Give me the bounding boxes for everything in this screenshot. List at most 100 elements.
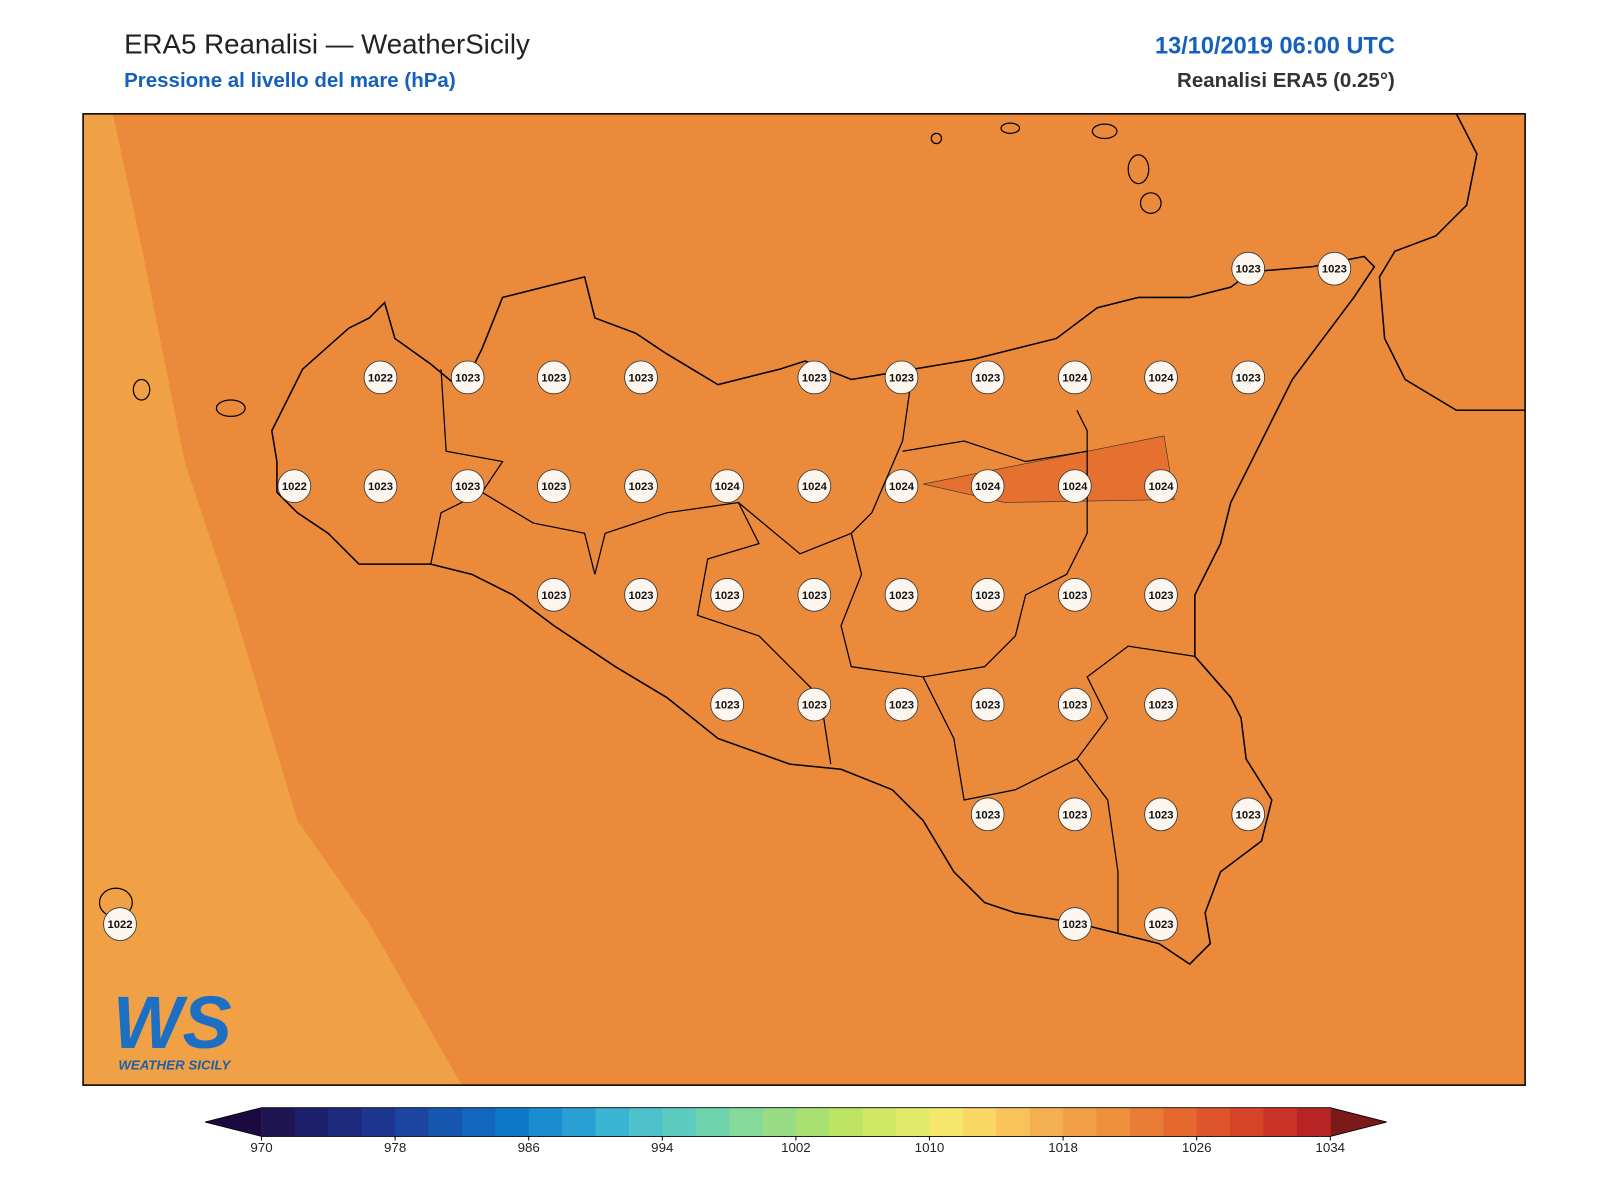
label-bubble [970, 469, 1005, 503]
colorbar-cell [896, 1107, 930, 1137]
calabria-coast [1378, 113, 1526, 412]
pressure-label: 1023 [975, 372, 1000, 384]
label-bubble [1058, 578, 1092, 612]
pressure-label: 1023 [802, 372, 827, 384]
label-bubble [277, 469, 312, 503]
label-bubble [1058, 687, 1092, 722]
pressure-label: 1023 [975, 700, 1000, 712]
colorbar-tick-label: 994 [651, 1140, 674, 1155]
label-bubble [624, 360, 658, 395]
pressure-label: 1023 [541, 372, 566, 384]
pressure-labels: 1023 1023 1022 1023 1023 1023 1023 1023 1023 1024… [103, 251, 1352, 941]
label-bubble [710, 469, 744, 503]
label-bubble [537, 360, 571, 395]
colorbar-cell [261, 1107, 296, 1137]
colorbar-tick-label: 1002 [781, 1140, 811, 1155]
label-bubble [1058, 797, 1092, 832]
pressure-label: 1023 [889, 372, 914, 384]
label-bubble [797, 360, 832, 395]
label-bubble [1058, 469, 1092, 503]
pressure-label: 1023 [975, 809, 1000, 821]
label-bubble [797, 687, 832, 722]
label-bubble [710, 687, 744, 722]
pressure-label: 1023 [1236, 809, 1261, 821]
label-bubble [363, 469, 398, 503]
pressure-label: 1024 [1148, 481, 1174, 493]
colorbar-cell [495, 1107, 530, 1137]
colorbar-cell [461, 1107, 496, 1137]
colorbar-cell [1230, 1107, 1264, 1137]
map-frame [82, 113, 1526, 1086]
label-bubble [1144, 360, 1178, 395]
label-bubble [624, 578, 658, 612]
pressure-label: 1022 [107, 919, 132, 931]
pressure-label: 1023 [1062, 700, 1087, 712]
pressure-label: 1024 [1062, 481, 1088, 493]
pressure-label: 1023 [1062, 919, 1087, 931]
label-bubble [970, 797, 1005, 832]
colorbar-cell [595, 1107, 630, 1137]
pressure-label: 1023 [889, 590, 914, 602]
label-bubble [1144, 907, 1178, 941]
colorbar-cell [695, 1107, 730, 1137]
coastline [270, 255, 1376, 966]
label-bubble [884, 360, 919, 395]
pressure-label: 1023 [1148, 919, 1173, 931]
colorbar-cell [829, 1107, 864, 1137]
pressure-label: 1023 [715, 700, 740, 712]
label-bubble [884, 469, 919, 503]
field-1022 [83, 113, 462, 1086]
label-bubble [537, 578, 571, 612]
colorbar-cell [662, 1107, 697, 1137]
colorbar-cell [1129, 1107, 1164, 1137]
pressure-label: 1024 [1148, 372, 1174, 384]
colorbar-tick-label: 1034 [1315, 1140, 1345, 1155]
colorbar-cell [428, 1107, 463, 1137]
pressure-label: 1023 [628, 372, 653, 384]
colorbar-cell [929, 1107, 964, 1137]
colorbar-tick-label: 978 [384, 1140, 406, 1155]
colorbar-high [1330, 1107, 1387, 1137]
colorbar-cell [294, 1107, 329, 1137]
label-bubble [537, 469, 571, 503]
label-bubble [1144, 578, 1178, 612]
colorbar-cell [1296, 1107, 1331, 1137]
colorbar-cell [862, 1107, 897, 1137]
colorbar: 970 978 986 994 1002 1010 1018 1026 1034 [205, 1107, 1387, 1155]
colorbar-cell [328, 1107, 363, 1137]
pressure-label: 1024 [889, 481, 915, 493]
colorbar-tick-label: 1018 [1048, 1140, 1078, 1155]
label-bubble [103, 907, 137, 941]
label-bubble [1317, 251, 1352, 286]
label-bubble [1231, 251, 1266, 286]
pressure-label: 1023 [802, 590, 827, 602]
pressure-label: 1022 [282, 481, 307, 493]
colorbar-cell [628, 1107, 663, 1137]
logo-text: WEATHER SICILY [118, 1058, 231, 1073]
colorbar-cell [1263, 1107, 1298, 1137]
pressure-label: 1023 [541, 481, 566, 493]
label-bubble [1144, 797, 1178, 832]
pressure-label: 1023 [455, 372, 480, 384]
label-bubble [363, 360, 398, 395]
colorbar-cell [962, 1107, 997, 1137]
pressure-label: 1023 [1148, 590, 1173, 602]
pressure-label: 1023 [628, 481, 653, 493]
label-bubble [1144, 687, 1178, 722]
colorbar-cell [1063, 1107, 1097, 1137]
colorbar-cell [729, 1107, 764, 1137]
logo-mark: WS [113, 981, 232, 1064]
pressure-label: 1023 [541, 590, 566, 602]
source: Reanalisi ERA5 (0.25°) [1177, 69, 1395, 92]
pressure-label: 1023 [1148, 700, 1173, 712]
colorbar-cell [1096, 1107, 1131, 1137]
pressure-label: 1022 [368, 372, 393, 384]
pressure-label: 1023 [1062, 809, 1087, 821]
colorbar-cell [996, 1107, 1031, 1137]
colorbar-tick-label: 1010 [915, 1140, 945, 1155]
label-bubble [970, 687, 1005, 722]
pressure-label: 1024 [802, 481, 828, 493]
label-bubble [970, 578, 1005, 612]
colorbar-tick-label: 970 [250, 1140, 272, 1155]
